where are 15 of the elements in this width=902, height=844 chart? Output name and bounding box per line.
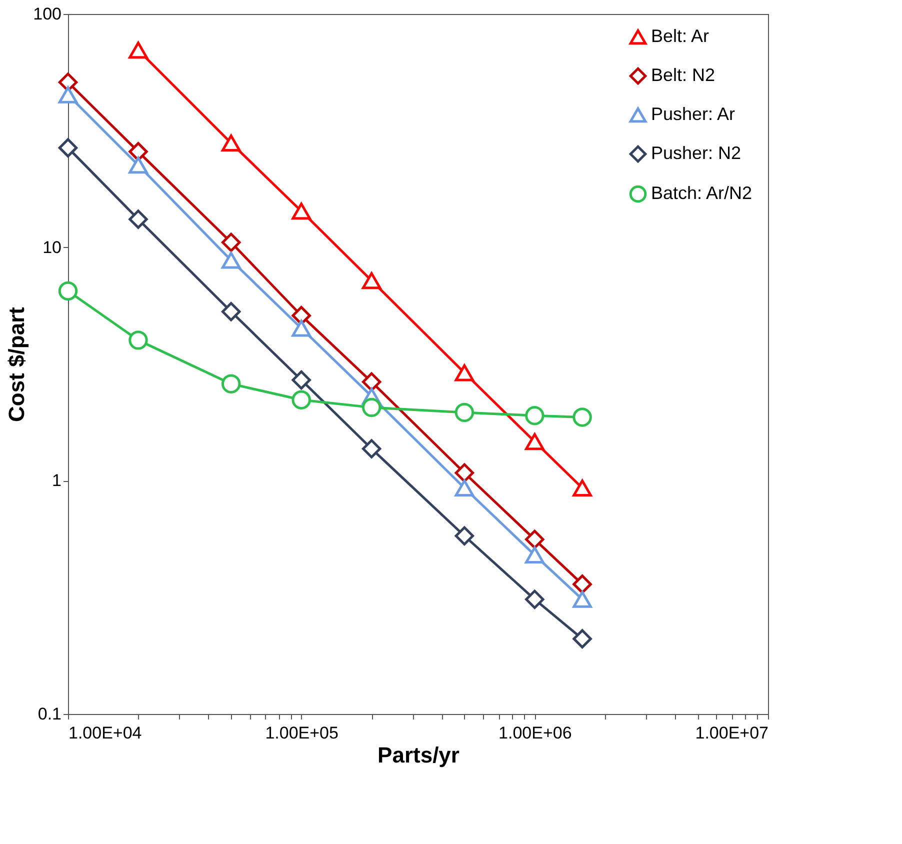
x-tick-label: 1.00E+04 [68, 724, 142, 742]
legend-label: Belt: N2 [651, 65, 716, 85]
x-tick-label: 1.00E+06 [498, 724, 572, 742]
y-tick-label: 10 [42, 238, 62, 257]
legend-label: Pusher: Ar [651, 104, 736, 124]
y-axis-title: Cost $/part [4, 306, 30, 422]
y-tick-label: 1 [52, 471, 62, 490]
x-tick-label: 1.00E+07 [695, 724, 768, 742]
y-tick-label: 0.1 [38, 704, 62, 724]
legend-label: Belt: Ar [651, 26, 710, 46]
x-tick-label: 1.00E+05 [265, 724, 338, 742]
x-axis-title: Parts/yr [378, 742, 460, 768]
y-tick-label: 100 [33, 4, 62, 24]
legend-label: Batch: Ar/N2 [651, 183, 752, 203]
legend-label: Pusher: N2 [651, 143, 742, 163]
